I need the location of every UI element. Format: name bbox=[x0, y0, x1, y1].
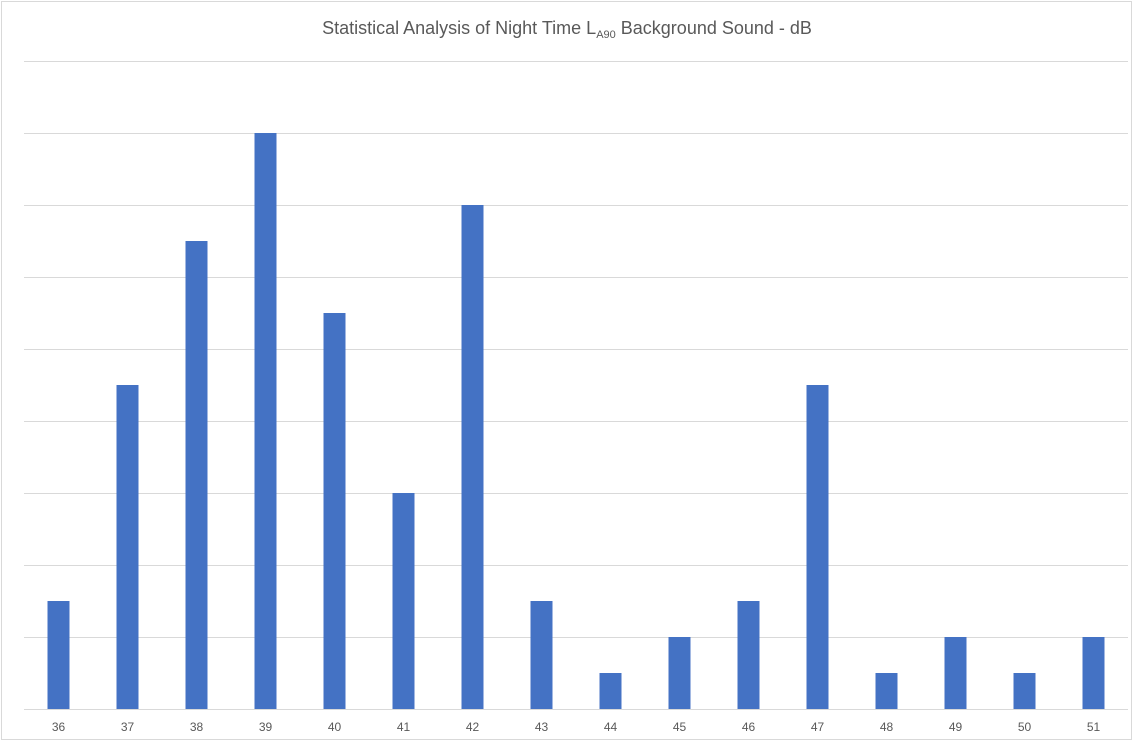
bar-48 bbox=[875, 673, 898, 709]
chart-title-suffix: Background Sound - dB bbox=[615, 18, 812, 38]
x-tick-label: 45 bbox=[673, 720, 687, 734]
bar-46 bbox=[737, 601, 760, 709]
bar-37 bbox=[116, 385, 139, 709]
bar-36 bbox=[47, 601, 70, 709]
x-tick-label: 47 bbox=[811, 720, 825, 734]
chart-title-subscript: A90 bbox=[596, 29, 616, 41]
x-tick-label: 40 bbox=[328, 720, 342, 734]
x-tick-label: 46 bbox=[742, 720, 756, 734]
x-tick-label: 38 bbox=[190, 720, 204, 734]
bar-51 bbox=[1082, 637, 1105, 709]
bar-38 bbox=[185, 241, 208, 709]
bar-45 bbox=[668, 637, 691, 709]
bar-44 bbox=[599, 673, 622, 709]
chart-title-prefix: Statistical Analysis of Night Time L bbox=[322, 18, 597, 38]
x-tick-label: 37 bbox=[121, 720, 135, 734]
x-tick-labels: 36 37 38 39 40 41 42 43 44 45 46 47 48 49 50 51 bbox=[52, 720, 1101, 734]
chart-title: Statistical Analysis of Night Time LA90 … bbox=[0, 18, 1134, 41]
bar-40 bbox=[323, 313, 346, 709]
x-tick-label: 51 bbox=[1087, 720, 1101, 734]
bar-41 bbox=[392, 493, 415, 709]
bar-47 bbox=[806, 385, 829, 709]
x-tick-label: 43 bbox=[535, 720, 549, 734]
x-tick-label: 50 bbox=[1018, 720, 1032, 734]
bar-43 bbox=[530, 601, 553, 709]
x-tick-label: 36 bbox=[52, 720, 66, 734]
x-tick-label: 48 bbox=[880, 720, 894, 734]
bar-50 bbox=[1013, 673, 1036, 709]
x-tick-label: 39 bbox=[259, 720, 273, 734]
bars bbox=[47, 133, 1105, 709]
x-tick-label: 44 bbox=[604, 720, 618, 734]
x-tick-label: 41 bbox=[397, 720, 411, 734]
x-tick-label: 49 bbox=[949, 720, 963, 734]
bar-39 bbox=[254, 133, 277, 709]
bar-42 bbox=[461, 205, 484, 709]
x-tick-label: 42 bbox=[466, 720, 480, 734]
gridlines bbox=[24, 61, 1128, 638]
bar-49 bbox=[944, 637, 967, 709]
